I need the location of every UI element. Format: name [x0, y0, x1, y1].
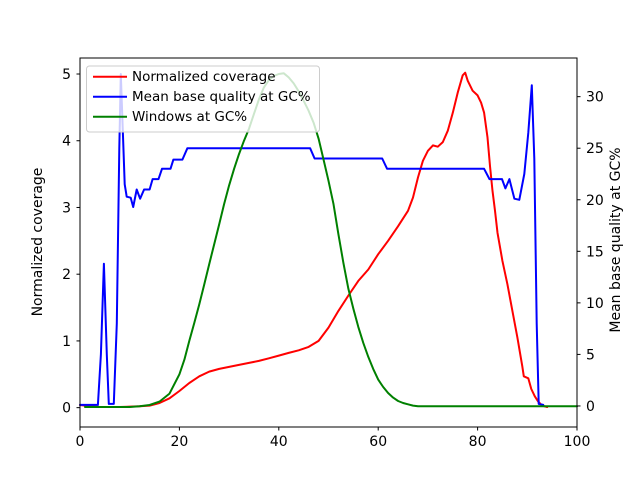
y-right-tick-label: 25 [586, 141, 604, 157]
legend-label-2: Windows at GC% [132, 109, 247, 125]
y-right-tick-label: 0 [586, 399, 595, 415]
tick-labels: 0 20 40 60 80 100 0 1 2 3 4 5 0 5 10 15 20 25 30 [62, 67, 604, 450]
legend-label-0: Normalized coverage [132, 69, 276, 85]
y-right-tick-label: 15 [586, 244, 604, 260]
x-tick-label: 60 [369, 434, 387, 450]
y-left-tick-label: 3 [62, 200, 71, 216]
y-left-tick-label: 1 [62, 334, 71, 350]
y-left-tick-label: 5 [62, 67, 71, 83]
plot-frame [79, 57, 578, 428]
x-tick-label: 0 [76, 434, 85, 450]
y-left-tick-label: 0 [62, 401, 71, 417]
y-right-tick-label: 5 [586, 347, 595, 363]
x-tick-label: 40 [270, 434, 288, 450]
y-right-axis-label: Mean base quality at GC% [608, 147, 624, 332]
y-right-tick-label: 10 [586, 296, 604, 312]
axis-ticks [76, 73, 581, 431]
y-left-axis-label: Normalized coverage [30, 168, 46, 317]
y-left-tick-label: 4 [62, 134, 71, 150]
x-tick-label: 20 [170, 434, 188, 450]
series-line-1 [79, 73, 545, 406]
y-left-tick-label: 2 [62, 267, 71, 283]
legend-label-1: Mean base quality at GC% [132, 89, 311, 105]
x-tick-label: 100 [564, 434, 591, 450]
legend: Normalized coverage Mean base quality at … [86, 65, 320, 133]
legend-box [86, 65, 320, 133]
x-tick-label: 80 [469, 434, 487, 450]
y-right-tick-label: 30 [586, 90, 604, 106]
series-line-0 [79, 71, 549, 408]
y-right-tick-label: 20 [586, 193, 604, 209]
